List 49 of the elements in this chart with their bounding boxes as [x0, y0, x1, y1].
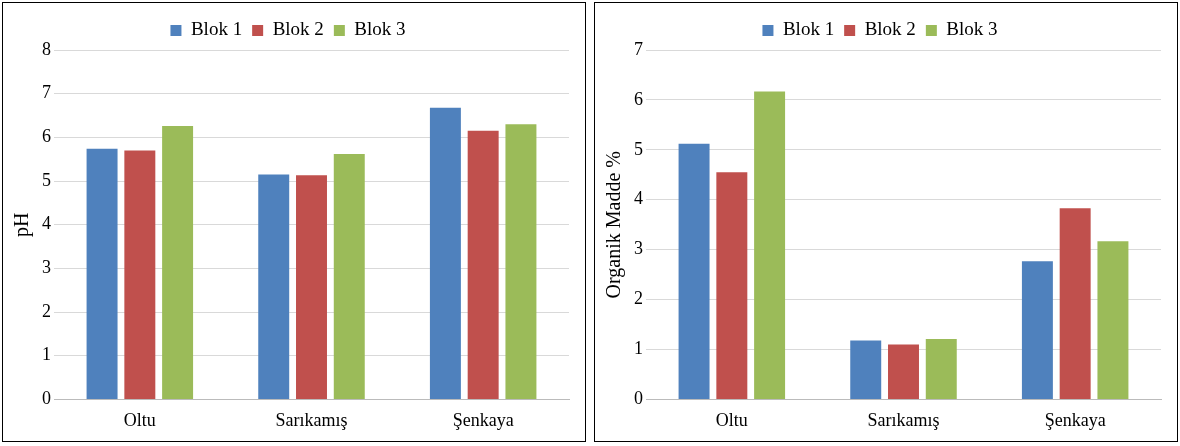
legend-label: Blok 1	[782, 18, 835, 40]
y-tick-label: 2	[634, 288, 643, 309]
y-tick-label: 4	[42, 213, 51, 234]
x-tick-label: Oltu	[123, 409, 156, 430]
y-tick-label: 3	[42, 257, 51, 278]
bar	[505, 124, 537, 399]
bar	[333, 153, 365, 399]
bar	[429, 107, 461, 399]
bar	[1059, 208, 1091, 399]
y-tick-label: 5	[42, 169, 51, 190]
bar	[467, 130, 499, 399]
x-tick-label: Şenkaya	[452, 409, 514, 430]
bar	[716, 172, 748, 399]
legend-label: Blok 2	[864, 18, 916, 40]
y-tick-label: 2	[42, 300, 51, 321]
x-tick-label: Şenkaya	[1044, 409, 1106, 430]
bar	[850, 340, 882, 399]
y-tick-label: 4	[634, 188, 643, 209]
bar	[124, 150, 156, 399]
bar	[86, 148, 118, 399]
y-tick-label: 3	[634, 238, 643, 259]
bar	[925, 339, 957, 399]
y-tick-label: 6	[634, 88, 643, 109]
y-tick-label: 0	[634, 388, 643, 409]
y-axis-title: pH	[10, 212, 34, 237]
y-tick-label: 8	[42, 38, 51, 59]
y-tick-label: 1	[42, 344, 51, 365]
y-tick-label: 6	[42, 126, 51, 147]
bar	[754, 91, 786, 399]
y-tick-label: 7	[634, 38, 643, 59]
x-tick-label: Sarıkamış	[275, 409, 348, 430]
y-tick-label: 1	[634, 338, 643, 359]
legend-label: Blok 3	[354, 18, 406, 40]
x-tick-label: Oltu	[715, 409, 748, 430]
bar	[1021, 261, 1053, 399]
bar	[1097, 241, 1129, 399]
bar	[162, 126, 194, 399]
x-tick-label: Sarıkamış	[867, 409, 940, 430]
bar	[678, 143, 710, 399]
y-axis-title: Organik Madde %	[602, 151, 626, 299]
y-tick-label: 7	[42, 82, 51, 103]
bar	[296, 175, 327, 399]
legend-label: Blok 2	[272, 18, 324, 40]
legend-label: Blok 1	[190, 18, 243, 40]
y-tick-label: 0	[42, 388, 51, 409]
legend-label: Blok 3	[946, 18, 998, 40]
y-tick-label: 5	[634, 138, 643, 159]
bar	[258, 174, 290, 399]
bar	[888, 344, 919, 399]
